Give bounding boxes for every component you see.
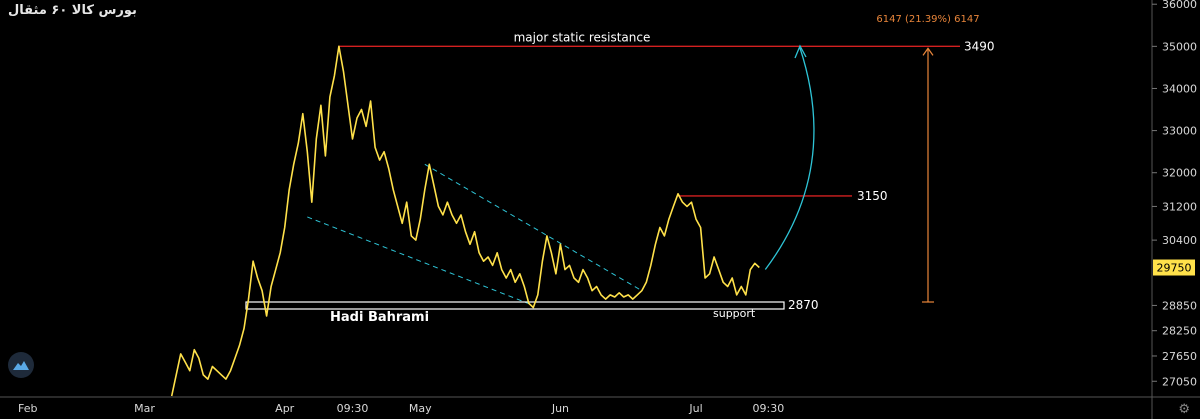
x-tick-label: Jul: [688, 402, 702, 415]
author-label: Hadi Bahrami: [330, 310, 429, 325]
measure-arrowhead-icon: [922, 47, 934, 56]
x-tick-label: Apr: [275, 402, 295, 415]
x-tick-label: 09:30: [337, 402, 369, 415]
current-price-label: 29750: [1157, 262, 1192, 275]
support-label: support: [713, 307, 756, 320]
y-tick-label: 36000: [1162, 0, 1197, 11]
logo-mountain-icon: [13, 361, 29, 370]
x-tick-label: 09:30: [753, 402, 785, 415]
channel-lower-line[interactable]: [307, 216, 534, 306]
x-tick-label: Feb: [18, 402, 37, 415]
y-tick-label: 34000: [1162, 82, 1197, 95]
price-line[interactable]: [170, 45, 760, 397]
y-tick-label: 33000: [1162, 125, 1197, 138]
support-box[interactable]: [245, 301, 785, 310]
y-tick-label: 35000: [1162, 40, 1197, 53]
x-tick-label: May: [409, 402, 432, 415]
channel-upper-line[interactable]: [424, 163, 643, 292]
resistance-value-label: 3490: [964, 39, 995, 53]
symbol-title: بورس کالا ۶۰ مثقال: [8, 3, 137, 18]
y-tick-label: 28850: [1162, 299, 1197, 312]
resistance-label: major static resistance: [514, 30, 651, 44]
gear-icon[interactable]: ⚙: [1178, 402, 1190, 417]
y-tick-label: 27050: [1162, 375, 1197, 388]
y-tick-label: 30400: [1162, 234, 1197, 247]
y-tick-label: 27650: [1162, 350, 1197, 363]
support-value-label: 2870: [788, 298, 819, 312]
tradingview-logo-icon[interactable]: [8, 352, 34, 378]
x-tick-label: Jun: [551, 402, 569, 415]
measure-label: 6147 (21.39%) 6147: [876, 14, 979, 25]
y-tick-label: 31200: [1162, 200, 1197, 213]
x-tick-label: Mar: [134, 402, 155, 415]
projection-arrowhead-icon: [794, 44, 807, 59]
y-tick-label: 28250: [1162, 325, 1197, 338]
mid-resistance-value-label: 3150: [857, 189, 888, 203]
current-price-tag: [1153, 259, 1195, 276]
y-tick-label: 32000: [1162, 167, 1197, 180]
projection-arrow[interactable]: [764, 47, 815, 270]
